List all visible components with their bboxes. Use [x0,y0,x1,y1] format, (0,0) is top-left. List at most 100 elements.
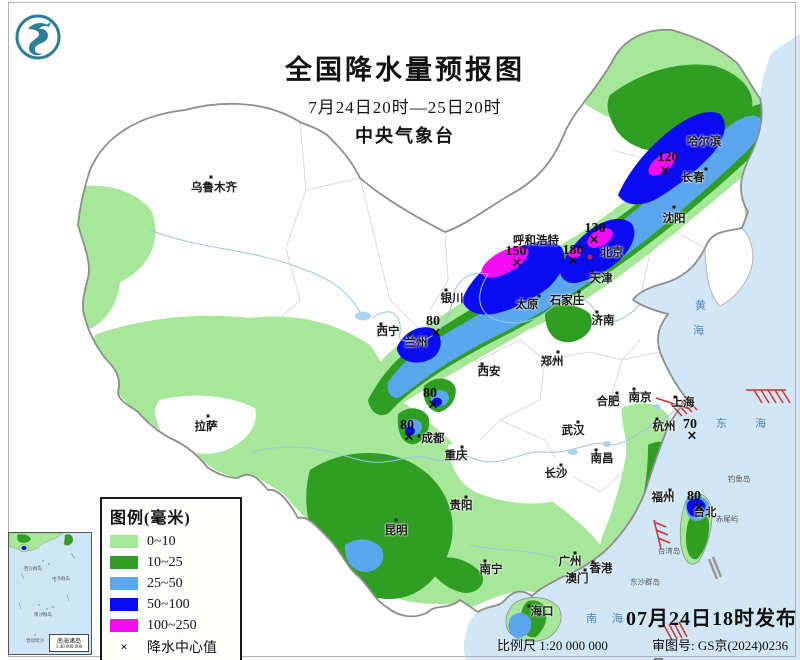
city-label: 南京 [628,392,652,404]
city-dot [591,560,595,564]
city-dot [583,568,587,572]
city-dot [527,604,531,608]
city-dot [595,310,599,314]
legend-items: 0~10 10~25 25~50 50~100 100~250 [110,531,232,636]
city-dot [559,463,563,467]
city-dot [668,488,672,492]
precip-center-value: 70 [683,417,697,432]
sea-label: 海 [693,325,705,337]
city-label: 石家庄 [549,295,585,307]
city-dot [672,205,676,209]
city-label: 郑州 [540,356,564,368]
city-dot [704,167,708,171]
legend-swatch [110,556,138,569]
inset-label-box: 南海诸岛 1:40 000 000 [49,634,89,652]
legend-label: 25~50 [147,575,183,591]
city-dot [480,362,484,366]
city-dot [573,551,577,555]
forecast-period: 7月24日20时—25日20时 [308,98,502,117]
city-label: 西宁 [376,326,400,338]
city-label: 长沙 [544,468,568,480]
city-dot [655,417,659,421]
precip-center-value: 180 [562,243,584,258]
inset-island-label: 曾母暗沙 [26,638,44,643]
inset-name: 南海诸岛 [56,639,81,645]
gray-track-symbol [707,556,723,580]
city-dot [632,387,636,391]
precip-center-marker: × [686,428,698,444]
inset-island-label: 中沙群岛 [52,576,70,581]
city-label: 武汉 [561,425,585,437]
precip-center-marker: × [693,500,705,516]
city-label: 重庆 [444,450,468,462]
inset-scale: 1:40 000 000 [55,645,83,650]
city-dot [444,288,448,292]
city-label: 南宁 [479,564,503,576]
national-border [77,28,763,618]
legend-swatch [110,598,138,611]
sea-label: 海 [755,418,767,430]
city-label: 福州 [651,492,675,504]
city-label: 杭州 [652,421,676,433]
city-label: 长春 [681,172,705,184]
city-dot [206,414,210,418]
city-label: 济南 [591,315,615,327]
city-dot [209,175,213,179]
precip-center-value: 80 [400,418,414,433]
inset-map-graphic [9,533,76,636]
city-dot [464,495,468,499]
taiwan-island [679,493,713,565]
legend-swatch [110,577,138,590]
city-label: 天津 [589,273,613,285]
city-label: 太原 [515,299,539,311]
rivers [149,229,685,573]
dry-holes [155,395,575,504]
legend-title: 图例(毫米) [110,510,191,527]
legend-label: 50~100 [147,596,190,612]
precip-center-marker: × [427,397,439,413]
city-dot [379,322,383,326]
legend-item: 100~250 [110,615,232,636]
city-dot [394,518,398,522]
city-label: 台北 [693,507,717,519]
city-label: 拉萨 [194,421,218,433]
city-label: 兰州 [404,337,428,349]
city-dot [577,290,581,294]
precip-center-value: 80 [426,314,440,329]
legend-item: 50~100 [110,594,232,615]
city-label: 呼和浩特 [513,235,559,247]
sea-label: 东 [716,418,728,430]
publish-time: 07月24日18时发布 [626,608,797,630]
hainan-island [505,597,562,642]
precip-center-value: 150 [505,244,527,259]
red-wind-symbols [653,389,791,641]
city-dot [594,448,598,452]
sea-label: 海 [612,613,624,625]
precip-center-value: 80 [423,386,437,401]
city-label: 昆明 [384,525,408,537]
city-dot [615,391,619,395]
city-dot [483,559,487,563]
precip-center-marker: × [403,429,415,445]
precip-center-marker: × [511,255,523,271]
city-label: 广州 [558,556,582,568]
legend-label: 10~25 [147,554,183,570]
city-dot [537,294,541,298]
city-label: 赤尾屿 [715,514,739,524]
sea-label: 黄 [695,300,707,312]
city-label: 哈尔滨 [686,136,722,148]
precip-center-value: 130 [584,221,606,236]
city-dot [673,395,677,399]
legend-item: 0~10 [110,531,232,552]
inset-island-label: 西沙群岛 [24,566,42,571]
map-scale: 比例尺 1:20 000 000 [497,638,608,653]
south-china-sea-inset: 西沙群岛 中沙群岛 南沙群岛 曾母暗沙 南海诸岛 1:40 000 000 [8,532,92,655]
map-title: 全国降水量预报图 [285,55,525,85]
city-dot [590,269,594,273]
city-label: 东沙群岛 [630,577,660,587]
title-block: 全国降水量预报图 7月24日20时—25日20时 中央气象台 [230,48,580,148]
precip-center-marker: × [567,253,579,269]
precip-100-250 [481,152,676,278]
